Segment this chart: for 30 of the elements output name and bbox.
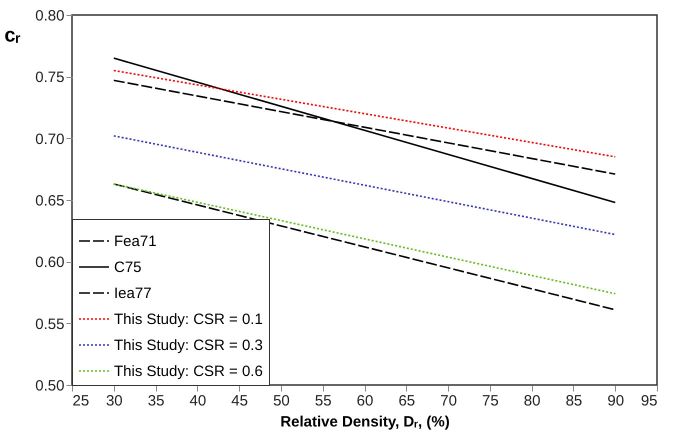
y-tick-label: 0.80 [35,8,64,24]
legend-label: C75 [114,259,142,276]
x-tick-label: 70 [440,392,457,410]
y-tick-label: 0.65 [35,192,64,210]
y-tick-label: 0.75 [35,69,64,86]
x-axis-title: Relative Density, Dᵣ, (%) [280,414,450,430]
x-tick-label: 35 [148,392,164,410]
legend-label: Iea77 [114,285,152,302]
y-axis-title: cᵣ [4,24,20,46]
x-tick-label: 90 [607,392,624,410]
x-tick-label: 45 [231,392,248,410]
legend-label: Fea71 [114,233,157,250]
legend-label: This Study: CSR = 0.6 [114,363,263,380]
legend-label: This Study: CSR = 0.1 [114,311,263,328]
x-tick-label: 75 [482,392,499,410]
x-tick-label: 85 [566,392,582,410]
x-tick-label: 95 [640,392,658,410]
y-tick-label: 0.60 [35,254,64,272]
x-tick-label: 40 [190,392,206,410]
x-tick-label: 50 [273,392,290,410]
x-tick-label: 30 [106,392,123,410]
y-tick-label: 0.55 [35,316,64,333]
y-tick-label: 0.70 [35,130,64,148]
x-tick-label: 60 [356,392,374,410]
y-tick-label: 0.50 [35,378,64,394]
x-tick-label: 80 [524,392,540,410]
legend-label: This Study: CSR = 0.3 [114,337,263,354]
x-tick-label: 55 [314,392,332,410]
x-tick-label: 25 [72,392,90,410]
x-tick-label: 65 [398,392,416,410]
